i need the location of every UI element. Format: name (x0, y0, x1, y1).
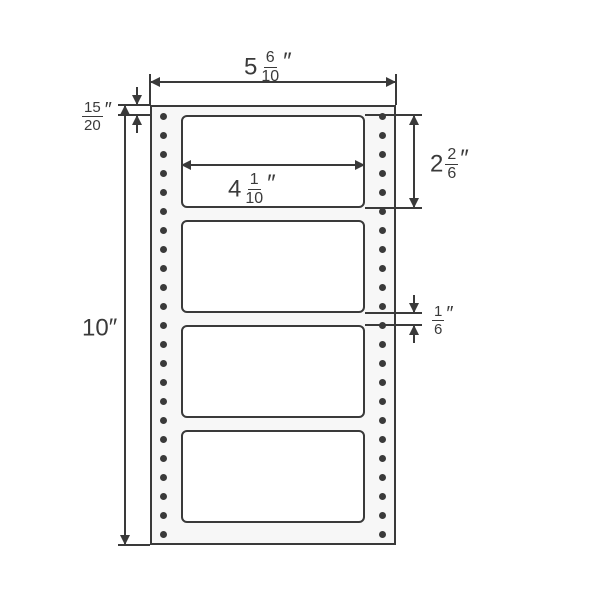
feed-hole (379, 284, 386, 291)
dim-text-top-margin: 1520″ (80, 100, 112, 133)
diagram-stage: 5610″ 4110″ 1520″ 226″ 16″ 10″ (0, 0, 600, 600)
feed-hole (160, 417, 167, 424)
feed-hole (160, 189, 167, 196)
arrowhead (409, 325, 419, 335)
feed-hole (379, 208, 386, 215)
arrowhead (386, 77, 396, 87)
dim-line (124, 105, 126, 545)
feed-hole (379, 303, 386, 310)
dim-text-sheet-height: 10″ (82, 316, 117, 341)
feed-hole (379, 436, 386, 443)
feed-hole (160, 360, 167, 367)
feed-hole (160, 474, 167, 481)
arrowhead (409, 303, 419, 313)
dim-line (181, 164, 365, 166)
feed-hole (160, 284, 167, 291)
feed-hole (160, 151, 167, 158)
feed-hole (160, 455, 167, 462)
feed-hole (160, 398, 167, 405)
feed-hole (379, 151, 386, 158)
label-rect-1 (181, 220, 365, 313)
dim-text-label-width: 4110″ (228, 172, 276, 207)
feed-hole (379, 170, 386, 177)
arrowhead (409, 198, 419, 208)
feed-hole (160, 303, 167, 310)
feed-hole (379, 246, 386, 253)
arrowhead (132, 115, 142, 125)
feed-hole (160, 379, 167, 386)
feed-hole (160, 132, 167, 139)
feed-hole (379, 474, 386, 481)
feed-hole (160, 208, 167, 215)
feed-hole (160, 322, 167, 329)
feed-hole (379, 531, 386, 538)
feed-hole (160, 436, 167, 443)
label-rect-2 (181, 325, 365, 418)
arrowhead (409, 115, 419, 125)
arrowhead (355, 160, 365, 170)
feed-hole (160, 341, 167, 348)
feed-hole (379, 132, 386, 139)
feed-hole (160, 113, 167, 120)
feed-hole (379, 455, 386, 462)
arrowhead (120, 105, 130, 115)
feed-hole (160, 265, 167, 272)
feed-hole (379, 189, 386, 196)
label-rect-3 (181, 430, 365, 523)
dim-text-label-height: 226″ (430, 147, 469, 182)
feed-hole (379, 493, 386, 500)
feed-hole (379, 398, 386, 405)
dim-line (413, 115, 415, 208)
feed-hole (379, 417, 386, 424)
arrowhead (181, 160, 191, 170)
feed-hole (379, 341, 386, 348)
feed-hole (160, 531, 167, 538)
feed-hole (160, 170, 167, 177)
arrowhead (150, 77, 160, 87)
dim-text-sheet-width: 5610″ (244, 50, 292, 85)
dim-text-gap: 16″ (430, 304, 453, 337)
arrowhead (120, 535, 130, 545)
feed-hole (160, 246, 167, 253)
feed-hole (379, 379, 386, 386)
feed-hole (379, 512, 386, 519)
feed-hole (160, 227, 167, 234)
feed-hole (160, 493, 167, 500)
feed-hole (379, 227, 386, 234)
feed-hole (160, 512, 167, 519)
feed-hole (379, 265, 386, 272)
feed-hole (379, 360, 386, 367)
